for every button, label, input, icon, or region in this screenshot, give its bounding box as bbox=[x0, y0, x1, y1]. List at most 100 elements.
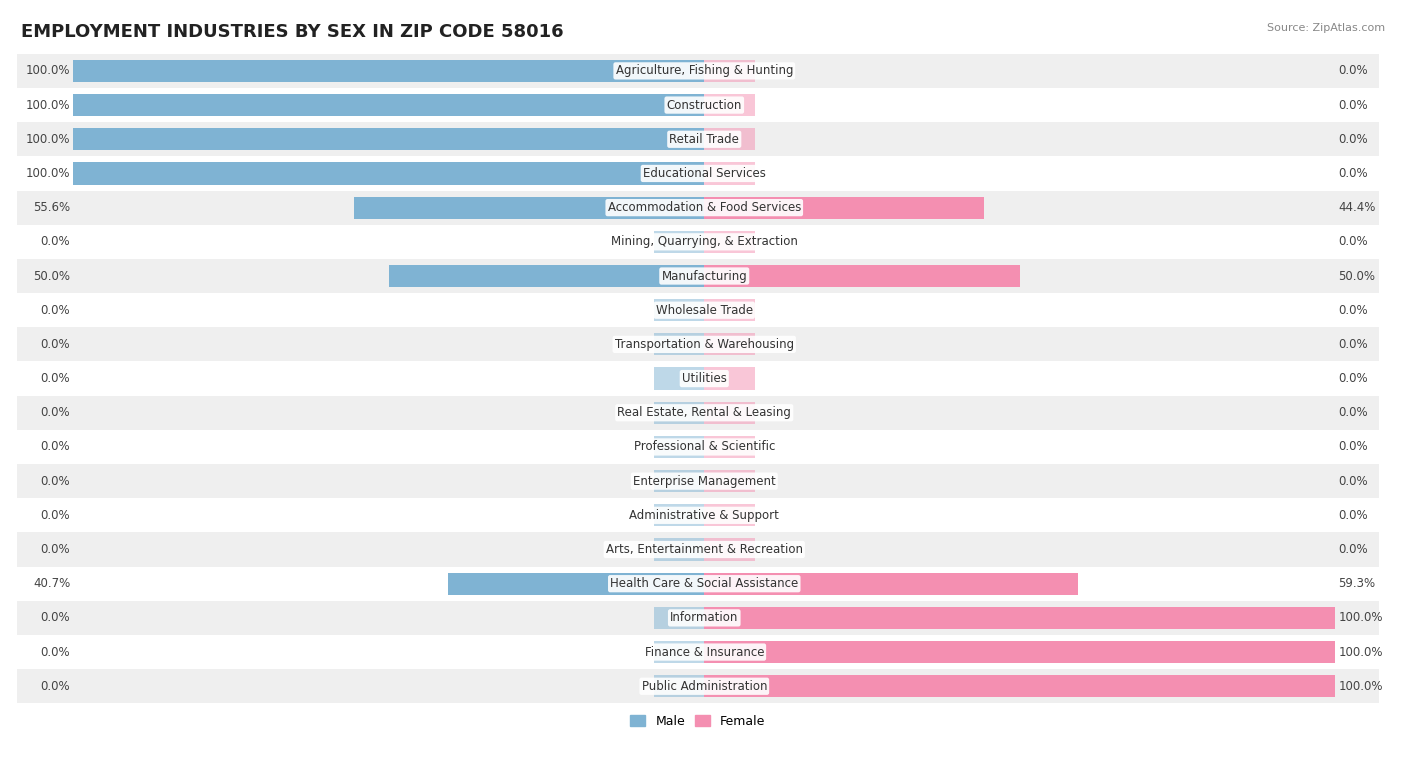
Text: Educational Services: Educational Services bbox=[643, 167, 766, 180]
Text: 0.0%: 0.0% bbox=[41, 475, 70, 487]
Bar bbox=[654, 607, 704, 629]
Bar bbox=[17, 669, 1379, 703]
Bar bbox=[704, 402, 755, 424]
Bar bbox=[654, 641, 704, 663]
Text: 0.0%: 0.0% bbox=[41, 441, 70, 453]
Bar bbox=[17, 191, 1379, 225]
Text: 0.0%: 0.0% bbox=[41, 338, 70, 351]
Bar bbox=[704, 573, 1078, 594]
Bar bbox=[654, 333, 704, 355]
Bar bbox=[704, 299, 755, 321]
Bar bbox=[17, 259, 1379, 293]
Bar bbox=[654, 402, 704, 424]
Text: 0.0%: 0.0% bbox=[1339, 235, 1368, 248]
Bar bbox=[353, 196, 704, 219]
Text: Agriculture, Fishing & Hunting: Agriculture, Fishing & Hunting bbox=[616, 64, 793, 78]
Bar bbox=[704, 128, 755, 151]
Bar bbox=[654, 504, 704, 526]
Bar bbox=[704, 504, 755, 526]
Text: 100.0%: 100.0% bbox=[25, 133, 70, 146]
Text: Accommodation & Food Services: Accommodation & Food Services bbox=[607, 201, 801, 214]
Bar bbox=[17, 396, 1379, 430]
Bar bbox=[654, 470, 704, 492]
Bar bbox=[704, 675, 1336, 698]
Text: 0.0%: 0.0% bbox=[41, 646, 70, 659]
Bar bbox=[73, 94, 704, 116]
Text: 0.0%: 0.0% bbox=[41, 303, 70, 317]
Bar bbox=[17, 156, 1379, 191]
Bar bbox=[704, 196, 984, 219]
Text: 0.0%: 0.0% bbox=[1339, 543, 1368, 556]
Text: 0.0%: 0.0% bbox=[1339, 475, 1368, 487]
Bar bbox=[17, 498, 1379, 532]
Text: Health Care & Social Assistance: Health Care & Social Assistance bbox=[610, 577, 799, 591]
Text: 0.0%: 0.0% bbox=[1339, 509, 1368, 521]
Text: 100.0%: 100.0% bbox=[25, 99, 70, 112]
Bar bbox=[654, 368, 704, 390]
Bar bbox=[704, 368, 755, 390]
Text: Transportation & Warehousing: Transportation & Warehousing bbox=[614, 338, 794, 351]
Text: EMPLOYMENT INDUSTRIES BY SEX IN ZIP CODE 58016: EMPLOYMENT INDUSTRIES BY SEX IN ZIP CODE… bbox=[21, 23, 564, 41]
Text: 0.0%: 0.0% bbox=[41, 407, 70, 419]
Bar bbox=[17, 430, 1379, 464]
Text: 0.0%: 0.0% bbox=[1339, 133, 1368, 146]
Text: Professional & Scientific: Professional & Scientific bbox=[634, 441, 775, 453]
Text: Finance & Insurance: Finance & Insurance bbox=[644, 646, 763, 659]
Text: Mining, Quarrying, & Extraction: Mining, Quarrying, & Extraction bbox=[610, 235, 797, 248]
Bar bbox=[73, 128, 704, 151]
Text: Utilities: Utilities bbox=[682, 372, 727, 385]
Text: Administrative & Support: Administrative & Support bbox=[630, 509, 779, 521]
Bar bbox=[704, 162, 755, 185]
Legend: Male, Female: Male, Female bbox=[626, 710, 770, 733]
Bar bbox=[654, 539, 704, 560]
Text: Source: ZipAtlas.com: Source: ZipAtlas.com bbox=[1267, 23, 1385, 33]
Text: 0.0%: 0.0% bbox=[1339, 167, 1368, 180]
Text: 0.0%: 0.0% bbox=[41, 372, 70, 385]
Bar bbox=[447, 573, 704, 594]
Bar bbox=[17, 225, 1379, 259]
Bar bbox=[17, 54, 1379, 88]
Bar bbox=[704, 641, 1336, 663]
Text: 0.0%: 0.0% bbox=[41, 509, 70, 521]
Text: 100.0%: 100.0% bbox=[1339, 611, 1382, 625]
Text: 0.0%: 0.0% bbox=[1339, 99, 1368, 112]
Bar bbox=[704, 539, 755, 560]
Text: Retail Trade: Retail Trade bbox=[669, 133, 740, 146]
Text: Information: Information bbox=[671, 611, 738, 625]
Bar bbox=[654, 675, 704, 698]
Text: 100.0%: 100.0% bbox=[25, 64, 70, 78]
Text: Wholesale Trade: Wholesale Trade bbox=[655, 303, 752, 317]
Bar bbox=[17, 601, 1379, 635]
Text: 50.0%: 50.0% bbox=[1339, 269, 1375, 282]
Text: Construction: Construction bbox=[666, 99, 742, 112]
Bar bbox=[704, 60, 755, 82]
Text: 100.0%: 100.0% bbox=[1339, 680, 1382, 693]
Text: 0.0%: 0.0% bbox=[41, 235, 70, 248]
Bar bbox=[704, 607, 1336, 629]
Bar bbox=[17, 362, 1379, 396]
Bar bbox=[704, 333, 755, 355]
Text: 0.0%: 0.0% bbox=[41, 680, 70, 693]
Bar bbox=[73, 60, 704, 82]
Text: 59.3%: 59.3% bbox=[1339, 577, 1375, 591]
Bar bbox=[17, 464, 1379, 498]
Text: 50.0%: 50.0% bbox=[34, 269, 70, 282]
Bar bbox=[17, 566, 1379, 601]
Bar bbox=[654, 299, 704, 321]
Bar bbox=[17, 88, 1379, 122]
Text: 100.0%: 100.0% bbox=[25, 167, 70, 180]
Bar bbox=[704, 436, 755, 458]
Bar bbox=[654, 436, 704, 458]
Bar bbox=[17, 327, 1379, 362]
Bar bbox=[704, 94, 755, 116]
Bar bbox=[654, 230, 704, 253]
Text: 0.0%: 0.0% bbox=[1339, 64, 1368, 78]
Text: Real Estate, Rental & Leasing: Real Estate, Rental & Leasing bbox=[617, 407, 792, 419]
Bar bbox=[704, 230, 755, 253]
Bar bbox=[17, 293, 1379, 327]
Bar bbox=[17, 122, 1379, 156]
Text: 0.0%: 0.0% bbox=[1339, 441, 1368, 453]
Text: 44.4%: 44.4% bbox=[1339, 201, 1375, 214]
Bar bbox=[704, 470, 755, 492]
Text: 0.0%: 0.0% bbox=[1339, 303, 1368, 317]
